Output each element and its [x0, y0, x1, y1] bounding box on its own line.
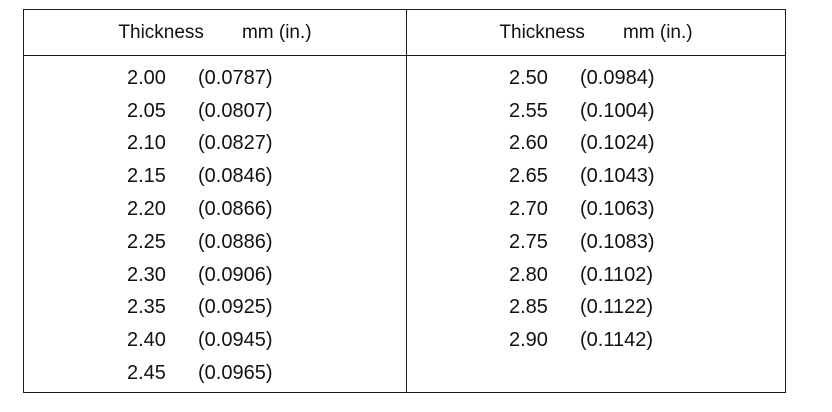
table-row: 2.05 (0.0807): [24, 95, 406, 128]
mm-value: 2.20: [127, 198, 166, 221]
inch-value: (0.0886): [198, 230, 273, 253]
table-row: 2.65 (0.1043): [407, 160, 785, 193]
inch-value: (0.0807): [198, 99, 273, 122]
mm-value: 2.85: [509, 296, 548, 319]
inch-value: (0.0965): [198, 362, 273, 385]
inch-value: (0.1083): [580, 230, 655, 253]
table-row: 2.00 (0.0787): [24, 62, 406, 95]
mm-value: 2.80: [509, 263, 548, 286]
table-row: 2.40 (0.0945): [24, 324, 406, 357]
inch-value: (0.0827): [198, 132, 273, 155]
table-row: 2.90 (0.1142): [407, 324, 785, 357]
inch-value: (0.0925): [198, 296, 273, 319]
left-column: 2.00 (0.0787) 2.05 (0.0807) 2.10 (0.0827) 2…: [24, 56, 407, 392]
mm-value: 2.65: [509, 165, 548, 188]
mm-value: 2.50: [509, 66, 548, 89]
table-row: 2.85 (0.1122): [407, 292, 785, 325]
table-row: 2.35 (0.0925): [24, 292, 406, 325]
inch-value: (0.0787): [198, 66, 273, 89]
mm-value: 2.55: [509, 99, 548, 122]
inch-value: (0.0984): [580, 66, 655, 89]
inch-value: (0.0906): [198, 263, 273, 286]
header-right: Thickness mm (in.): [407, 10, 785, 56]
thickness-table: Thickness mm (in.) Thickness mm (in.) 2.…: [23, 9, 786, 393]
table-row: 2.45 (0.0965): [24, 357, 406, 390]
table-row: 2.75 (0.1083): [407, 226, 785, 259]
mm-value: 2.35: [127, 296, 166, 319]
mm-value: 2.70: [509, 198, 548, 221]
right-column: 2.50 (0.0984) 2.55 (0.1004) 2.60 (0.1024) 2…: [407, 56, 785, 392]
table-row: 2.15 (0.0846): [24, 160, 406, 193]
table-row: 2.70 (0.1063): [407, 193, 785, 226]
mm-value: 2.25: [127, 230, 166, 253]
header-right-label: Thickness: [499, 21, 585, 43]
mm-value: 2.60: [509, 132, 548, 155]
header-right-unit: mm (in.): [622, 21, 693, 43]
mm-value: 2.90: [509, 329, 548, 352]
table-row: 2.25 (0.0886): [24, 226, 406, 259]
table-row: 2.30 (0.0906): [24, 259, 406, 292]
header-left-label: Thickness: [118, 21, 204, 43]
mm-value: 2.30: [127, 263, 166, 286]
mm-value: 2.00: [127, 66, 166, 89]
inch-value: (0.1043): [580, 165, 655, 188]
inch-value: (0.0846): [198, 165, 273, 188]
mm-value: 2.05: [127, 99, 166, 122]
header-left: Thickness mm (in.): [24, 10, 407, 56]
mm-value: 2.75: [509, 230, 548, 253]
inch-value: (0.0945): [198, 329, 273, 352]
mm-value: 2.40: [127, 329, 166, 352]
inch-value: (0.1102): [580, 263, 654, 286]
inch-value: (0.0866): [198, 198, 273, 221]
table-row: 2.80 (0.1102): [407, 259, 785, 292]
mm-value: 2.10: [127, 132, 166, 155]
table-row: 2.10 (0.0827): [24, 128, 406, 161]
mm-value: 2.45: [127, 362, 166, 385]
inch-value: (0.1063): [580, 198, 655, 221]
inch-value: (0.1142): [580, 329, 654, 352]
inch-value: (0.1122): [580, 296, 654, 319]
table-row: 2.20 (0.0866): [24, 193, 406, 226]
inch-value: (0.1024): [580, 132, 655, 155]
table-row: 2.55 (0.1004): [407, 95, 785, 128]
inch-value: (0.1004): [580, 99, 655, 122]
mm-value: 2.15: [127, 165, 166, 188]
table-row: 2.60 (0.1024): [407, 128, 785, 161]
table-row: 2.50 (0.0984): [407, 62, 785, 95]
header-left-unit: mm (in.): [241, 21, 312, 43]
